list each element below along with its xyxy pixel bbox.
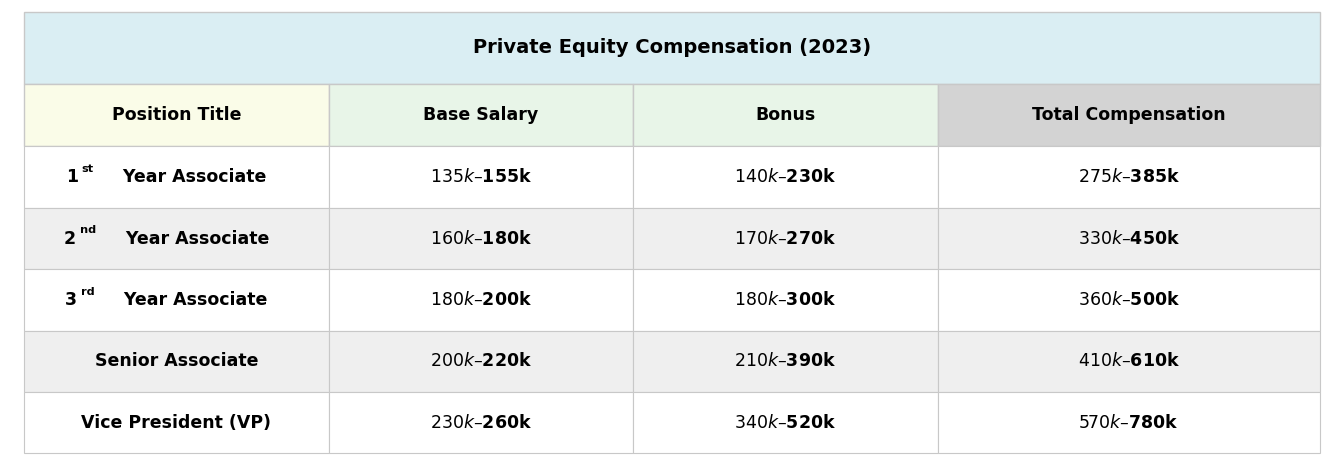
Text: $180k – $300k: $180k – $300k bbox=[734, 291, 836, 309]
Text: Position Title: Position Title bbox=[112, 106, 241, 124]
Bar bbox=[24, 392, 329, 453]
Text: 2: 2 bbox=[63, 230, 75, 247]
Text: Base Salary: Base Salary bbox=[423, 106, 539, 124]
Bar bbox=[24, 331, 329, 392]
Text: $340k – $520k: $340k – $520k bbox=[734, 414, 836, 432]
Text: $200k – $220k: $200k – $220k bbox=[430, 352, 532, 370]
Text: Total Compensation: Total Compensation bbox=[1032, 106, 1226, 124]
Text: Senior Associate: Senior Associate bbox=[94, 352, 258, 370]
Text: $160k – $180k: $160k – $180k bbox=[430, 230, 532, 247]
Text: 3: 3 bbox=[66, 291, 77, 309]
Bar bbox=[938, 269, 1320, 331]
Text: Year Associate: Year Associate bbox=[117, 168, 266, 186]
Text: $570k – $780k: $570k – $780k bbox=[1078, 414, 1179, 432]
Bar bbox=[938, 331, 1320, 392]
Bar bbox=[329, 84, 633, 146]
Text: $210k – $390k: $210k – $390k bbox=[734, 352, 836, 370]
Text: $330k – $450k: $330k – $450k bbox=[1078, 230, 1180, 247]
Text: $360k – $500k: $360k – $500k bbox=[1078, 291, 1180, 309]
Bar bbox=[24, 269, 329, 331]
Text: rd: rd bbox=[81, 287, 94, 297]
Text: Vice President (VP): Vice President (VP) bbox=[82, 414, 271, 432]
Text: Year Associate: Year Associate bbox=[120, 230, 269, 247]
Bar bbox=[633, 84, 938, 146]
Bar bbox=[24, 84, 329, 146]
Text: $140k – $230k: $140k – $230k bbox=[734, 168, 836, 186]
Bar bbox=[633, 269, 938, 331]
Text: $410k – $610k: $410k – $610k bbox=[1078, 352, 1180, 370]
Bar bbox=[24, 146, 329, 208]
Text: $230k – $260k: $230k – $260k bbox=[430, 414, 532, 432]
Bar bbox=[938, 392, 1320, 453]
Bar bbox=[329, 331, 633, 392]
Text: $135k – $155k: $135k – $155k bbox=[430, 168, 532, 186]
Text: Private Equity Compensation (2023): Private Equity Compensation (2023) bbox=[473, 38, 871, 57]
Bar bbox=[938, 208, 1320, 269]
Bar bbox=[329, 146, 633, 208]
Bar bbox=[24, 12, 1320, 84]
Bar bbox=[633, 208, 938, 269]
Text: Bonus: Bonus bbox=[755, 106, 816, 124]
Text: $275k – $385k: $275k – $385k bbox=[1078, 168, 1180, 186]
Bar bbox=[633, 331, 938, 392]
Text: $180k – $200k: $180k – $200k bbox=[430, 291, 532, 309]
Text: 1: 1 bbox=[66, 168, 78, 186]
Text: $170k – $270k: $170k – $270k bbox=[734, 230, 836, 247]
Text: Year Associate: Year Associate bbox=[118, 291, 267, 309]
Bar bbox=[24, 208, 329, 269]
Bar bbox=[938, 146, 1320, 208]
Bar bbox=[329, 392, 633, 453]
Bar bbox=[938, 84, 1320, 146]
Bar bbox=[329, 269, 633, 331]
Text: st: st bbox=[82, 164, 94, 174]
Bar bbox=[633, 146, 938, 208]
Bar bbox=[329, 208, 633, 269]
Bar bbox=[633, 392, 938, 453]
Text: nd: nd bbox=[79, 226, 95, 235]
